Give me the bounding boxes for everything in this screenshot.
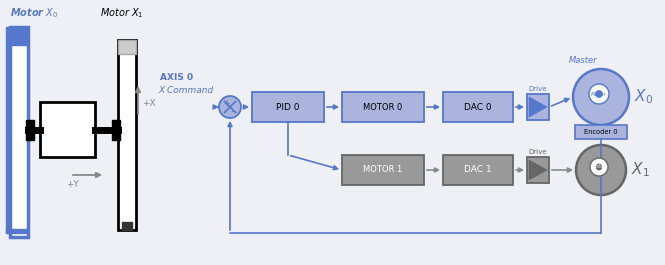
- Text: Motor $X_0$: Motor $X_0$: [10, 6, 59, 20]
- Text: X Command: X Command: [158, 86, 213, 95]
- Text: Motor: Motor: [591, 165, 607, 170]
- Circle shape: [596, 164, 602, 170]
- Bar: [6, 27, 10, 233]
- Text: +: +: [223, 99, 229, 108]
- Text: Motor $X_1$: Motor $X_1$: [100, 6, 144, 20]
- Circle shape: [219, 96, 241, 118]
- Bar: [342, 155, 424, 185]
- Circle shape: [576, 145, 626, 195]
- Circle shape: [573, 69, 629, 125]
- Circle shape: [595, 91, 602, 98]
- Bar: [118, 40, 136, 230]
- Text: AXIS 0: AXIS 0: [160, 73, 193, 82]
- Bar: [575, 125, 627, 139]
- Bar: [527, 157, 549, 183]
- Bar: [112, 120, 120, 140]
- Text: MOTOR 1: MOTOR 1: [363, 166, 402, 174]
- Polygon shape: [529, 160, 547, 180]
- Text: Slave: Slave: [579, 132, 602, 141]
- Text: +Y: +Y: [66, 180, 79, 189]
- Text: Drive: Drive: [529, 149, 547, 155]
- Bar: [10, 27, 28, 237]
- Bar: [443, 92, 513, 122]
- Bar: [10, 27, 28, 45]
- Bar: [40, 102, 95, 157]
- Bar: [122, 222, 132, 230]
- Circle shape: [590, 158, 608, 176]
- Text: $X_0$: $X_0$: [634, 88, 653, 106]
- Text: −: −: [230, 109, 236, 115]
- Text: $X_1$: $X_1$: [631, 161, 650, 179]
- Text: Encoder 0: Encoder 0: [584, 129, 618, 135]
- Bar: [527, 94, 549, 120]
- Bar: [26, 120, 34, 140]
- Bar: [118, 40, 136, 54]
- Text: MOTOR 0: MOTOR 0: [363, 103, 402, 112]
- Bar: [6, 229, 28, 233]
- Circle shape: [589, 84, 609, 104]
- Text: DAC 0: DAC 0: [464, 103, 492, 112]
- Text: Motor: Motor: [591, 91, 607, 96]
- Text: +X: +X: [142, 99, 156, 108]
- Text: Master: Master: [569, 56, 597, 65]
- Text: Drive: Drive: [529, 86, 547, 92]
- Text: PID 0: PID 0: [276, 103, 300, 112]
- Polygon shape: [529, 97, 547, 117]
- Bar: [252, 92, 324, 122]
- Text: DAC 1: DAC 1: [464, 166, 492, 174]
- Bar: [443, 155, 513, 185]
- Bar: [342, 92, 424, 122]
